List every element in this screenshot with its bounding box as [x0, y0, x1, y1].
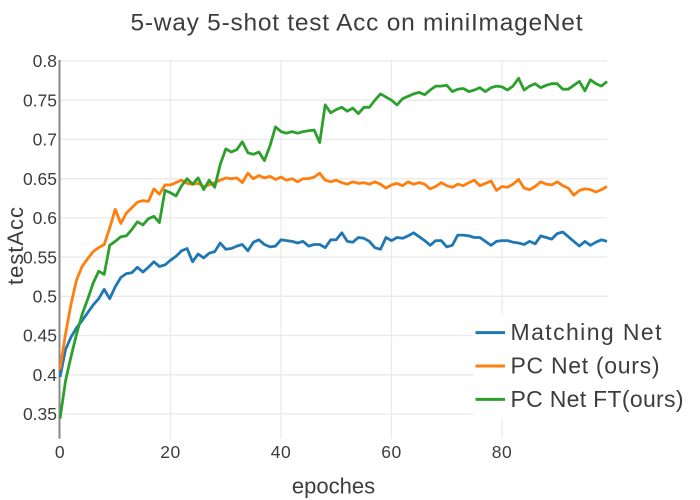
svg-text:40: 40 — [271, 442, 291, 462]
svg-text:0.4: 0.4 — [33, 365, 58, 385]
svg-text:0.55: 0.55 — [23, 247, 57, 267]
svg-text:PC Net (ours): PC Net (ours) — [511, 352, 660, 378]
svg-text:20: 20 — [160, 442, 180, 462]
svg-text:0.65: 0.65 — [23, 169, 57, 189]
svg-text:0.7: 0.7 — [33, 130, 57, 150]
svg-text:0.8: 0.8 — [33, 51, 57, 71]
svg-text:0.5: 0.5 — [33, 287, 57, 307]
svg-text:Matching Net: Matching Net — [511, 319, 663, 345]
svg-text:60: 60 — [381, 442, 401, 462]
svg-text:80: 80 — [492, 442, 512, 462]
svg-text:0: 0 — [55, 442, 65, 462]
svg-text:5-way 5-shot test Acc on miniI: 5-way 5-shot test Acc on miniImageNet — [131, 10, 583, 37]
svg-text:0.75: 0.75 — [23, 90, 57, 110]
svg-text:0.45: 0.45 — [23, 326, 57, 346]
svg-text:0.6: 0.6 — [33, 208, 57, 228]
svg-text:0.35: 0.35 — [23, 404, 57, 424]
svg-text:testAcc: testAcc — [3, 207, 28, 285]
svg-text:epoches: epoches — [292, 473, 375, 498]
svg-text:PC Net FT(ours): PC Net FT(ours) — [511, 386, 684, 412]
